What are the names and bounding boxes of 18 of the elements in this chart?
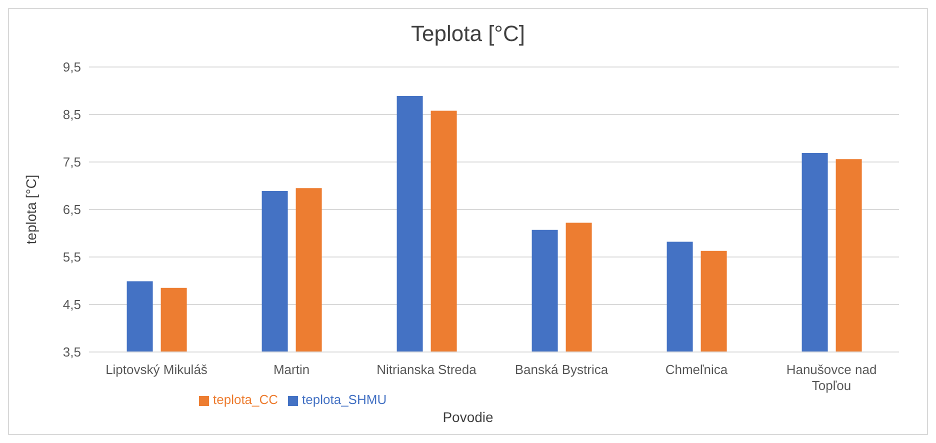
- x-tick-label: Liptovský Mikuláš: [106, 362, 208, 377]
- y-axis-title: teplota [°C]: [22, 174, 39, 244]
- y-tick-label: 3,5: [62, 344, 81, 360]
- y-tick-label: 9,5: [62, 60, 81, 75]
- x-tick-label: Nitrianska Streda: [376, 362, 478, 377]
- x-axis-title: Povodie: [442, 409, 494, 425]
- y-tick-label: 8,5: [62, 107, 81, 122]
- x-tick-label: Banská Bystrica: [514, 362, 609, 377]
- legend-label: teplota_SHMU: [302, 392, 387, 407]
- x-tick-label: Chmeľnica: [665, 362, 728, 377]
- x-tick-label: Hanušovce nad Topľou: [786, 362, 877, 393]
- x-tick-label: Martin: [273, 362, 310, 377]
- y-tick-label: 6,5: [62, 202, 81, 218]
- y-tick-label: 4,5: [62, 297, 81, 312]
- legend-label: teplota_CC: [213, 392, 278, 407]
- y-tick-label: 5,5: [62, 250, 81, 265]
- chart-title: Teplota [°C]: [410, 21, 526, 47]
- y-tick-label: 7,5: [62, 154, 81, 170]
